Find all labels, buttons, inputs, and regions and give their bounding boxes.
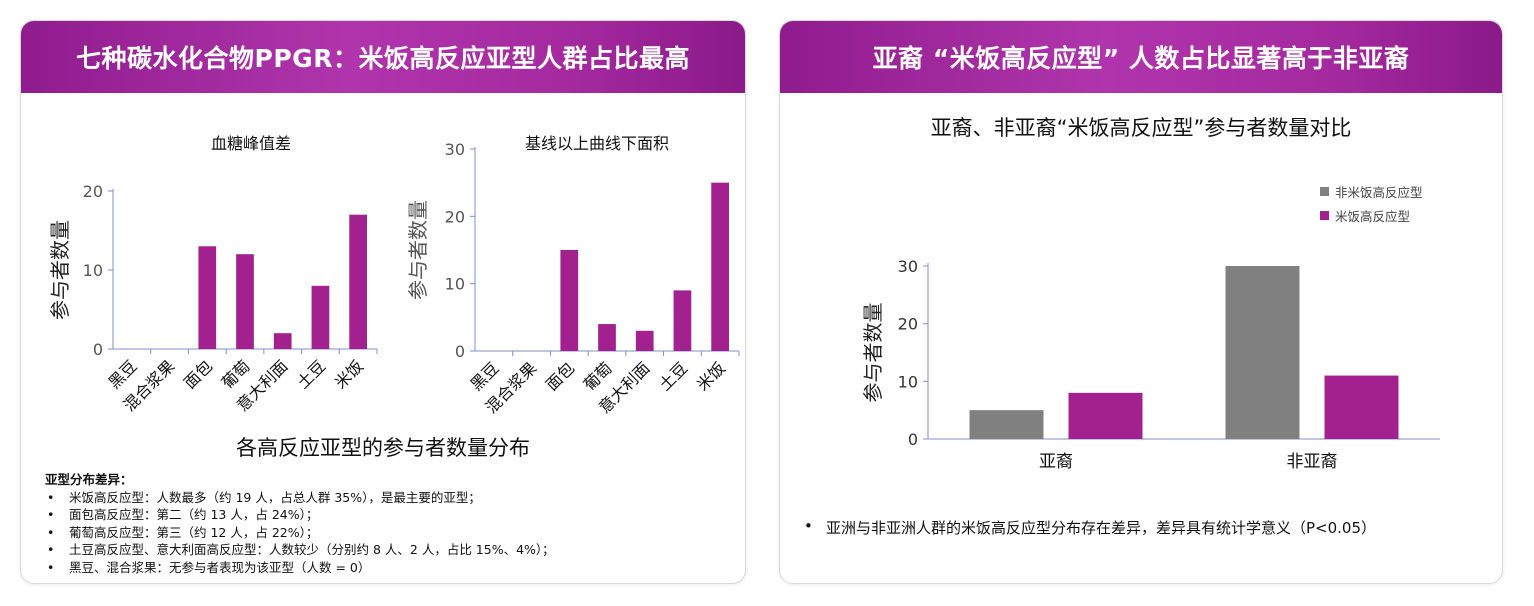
note-item: 葡萄高反应型：第三（约 12 人，占 22%）； [45,524,725,542]
x-tick-label: 面包 [180,356,216,392]
bar [635,330,654,351]
bar [1225,266,1300,439]
bar [236,254,254,349]
bar [198,246,217,349]
left-banner: 七种碳水化合物PPGR：米饭高反应亚型人群占比最高 [21,21,745,93]
distribution-title: 各高反应亚型的参与者数量分布 [236,436,530,460]
y-tick-label: 10 [83,261,103,280]
x-tick-label: 米饭 [331,356,367,392]
note-item: 米饭高反应型：人数最多（约 19 人，占总人群 35%），是最主要的亚型； [45,489,725,507]
x-tick-label: 面包 [542,358,578,394]
left-panel-title: 七种碳水化合物PPGR：米饭高反应亚型人群占比最高 [76,44,690,73]
bar [560,250,579,351]
note-item: 黑豆、混合浆果：无参与者表现为该亚型（人数 = 0） [45,559,725,577]
y-tick-label: 20 [445,207,465,226]
legend-swatch-purple [1320,210,1329,220]
y-tick-label: 30 [445,140,465,159]
bar [598,324,616,351]
legend-swatch-gray [1320,186,1329,196]
y-tick-label: 0 [455,342,465,361]
chart-title: 基线以上曲线下面积 [525,134,669,153]
y-tick-label: 20 [83,182,103,201]
bullet-dot: • [804,517,813,535]
notes-list: 米饭高反应型：人数最多（约 19 人，占总人群 35%），是最主要的亚型； 面包… [45,489,725,577]
footnote: • 亚洲与非亚洲人群的米饭高反应型分布存在差异，差异具有统计学意义（P<0.05… [804,517,1377,538]
notes-block: 亚型分布差异： 米饭高反应型：人数最多（约 19 人，占总人群 35%），是最主… [45,471,725,576]
y-tick-label: 0 [93,340,103,359]
x-tick-label: 非亚裔 [1287,452,1338,472]
right-banner: 亚裔 “米饭高反应型” 人数占比显著高于非亚裔 [780,21,1502,93]
comparison-chart-title: 亚裔、非亚裔“米饭高反应型”参与者数量对比 [930,116,1352,140]
x-tick-label: 米饭 [693,358,729,394]
legend-item-non-rice: 非米饭高反应型 [1320,179,1423,203]
y-axis-label: 参与者数量 [406,200,430,300]
chart-title: 血糖峰值差 [211,134,291,153]
bar [673,290,692,351]
legend-label: 非米饭高反应型 [1335,184,1423,200]
bar [273,333,292,349]
y-tick-label: 0 [908,430,918,449]
x-tick-label: 土豆 [655,358,691,394]
x-tick-label: 土豆 [293,356,329,392]
bar [349,214,368,349]
bar [311,285,330,349]
legend-label: 米饭高反应型 [1335,208,1411,224]
notes-heading: 亚型分布差异： [45,472,133,487]
bar [1068,392,1143,439]
right-panel-title: 亚裔 “米饭高反应型” 人数占比显著高于非亚裔 [872,44,1410,73]
y-tick-label: 10 [898,372,918,391]
note-item: 面包高反应型：第二（约 13 人，占 24%）； [45,506,725,524]
legend-item-rice: 米饭高反应型 [1320,203,1423,227]
note-item: 土豆高反应型、意大利面高反应型：人数较少（分别约 8 人、2 人，占比 15%、… [45,541,725,559]
x-tick-label: 亚裔 [1039,452,1073,472]
right-panel: 亚裔 “米饭高反应型” 人数占比显著高于非亚裔 亚裔、非亚裔“米饭高反应型”参与… [779,20,1503,584]
bar [1324,375,1399,439]
y-tick-label: 20 [898,315,918,334]
chart-legend: 非米饭高反应型 米饭高反应型 [1320,179,1423,227]
y-tick-label: 10 [445,275,465,294]
bar [969,410,1044,439]
bar [711,182,730,351]
footnote-text: 亚洲与非亚洲人群的米饭高反应型分布存在差异，差异具有统计学意义（P<0.05） [826,519,1377,537]
y-axis-label: 参与者数量 [861,303,885,403]
y-tick-label: 30 [898,257,918,276]
left-panel: 七种碳水化合物PPGR：米饭高反应亚型人群占比最高 血糖峰值差 0 10 20 参与者数… [20,20,746,584]
y-axis-label: 参与者数量 [48,220,72,320]
